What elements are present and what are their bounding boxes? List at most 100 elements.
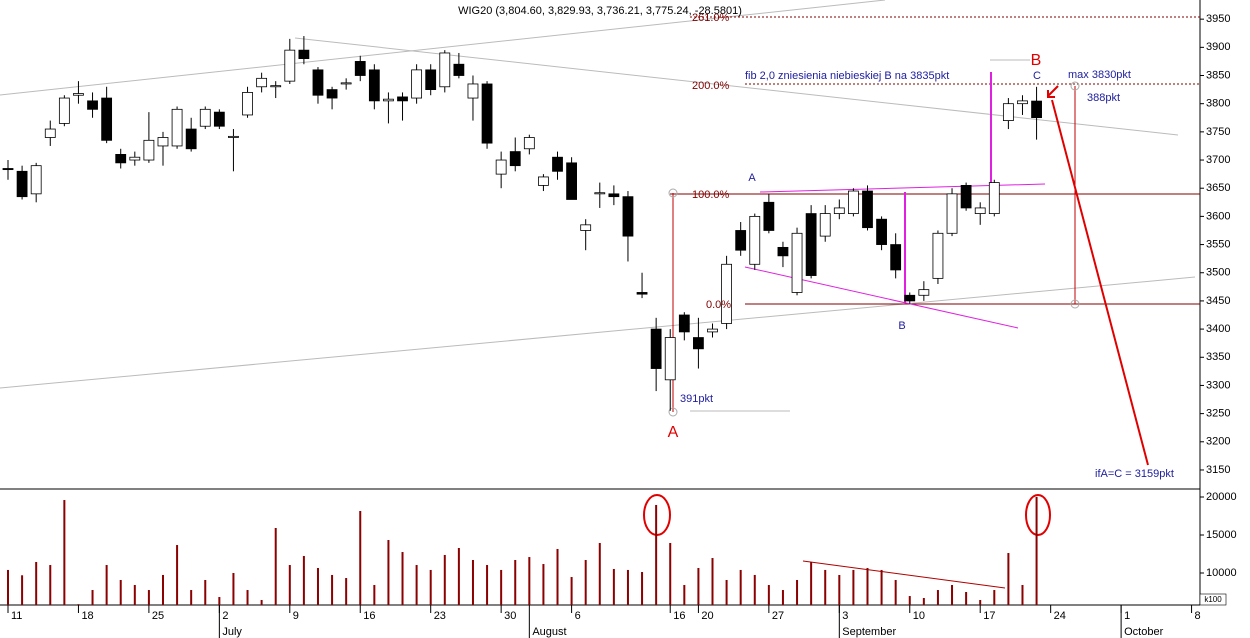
candle-body xyxy=(30,165,42,195)
candle-body xyxy=(397,96,408,102)
volume-bar xyxy=(936,590,939,605)
volume-bar xyxy=(908,596,911,605)
candle-body xyxy=(481,83,493,144)
y-tick-label: 3600 xyxy=(1206,210,1230,222)
candle-body xyxy=(1031,100,1042,119)
candle-body xyxy=(805,213,817,276)
candle-body xyxy=(608,193,620,198)
y-tick-label: 3950 xyxy=(1206,13,1230,25)
candle-body xyxy=(58,97,70,124)
annotation-lines xyxy=(0,0,1200,589)
volume-bar xyxy=(204,579,207,605)
y-tick-label: 3800 xyxy=(1206,98,1230,110)
candle-body xyxy=(749,215,761,265)
volume-bar xyxy=(232,573,235,605)
volume-bar xyxy=(683,585,686,605)
candle-body xyxy=(157,137,169,147)
candle-body xyxy=(777,246,789,257)
candle-body xyxy=(87,100,98,110)
arrow xyxy=(1047,85,1059,97)
volume-bar xyxy=(105,565,108,605)
annotation: B xyxy=(898,320,905,332)
annotation: fib 2,0 zniesienia niebieskiej B na 3835… xyxy=(745,70,949,82)
candle-body xyxy=(735,230,747,251)
handle xyxy=(1070,299,1080,309)
candle-body xyxy=(876,218,887,245)
volume-bar xyxy=(570,577,573,605)
volume-bar xyxy=(429,569,432,605)
candle-body xyxy=(256,77,268,88)
candle-body xyxy=(228,135,239,138)
x-tick-label: 30 xyxy=(504,610,516,622)
candle-body xyxy=(1017,100,1028,105)
volume-bar xyxy=(401,552,404,605)
volume-bar xyxy=(852,569,855,605)
chart-title: WIG20 (3,804.60, 3,829.93, 3,736.21, 3,7… xyxy=(458,5,742,17)
candle-body xyxy=(199,108,211,127)
volume-bar xyxy=(49,565,52,605)
candle-body xyxy=(439,52,451,88)
candle-body xyxy=(411,69,423,99)
volume-bar xyxy=(316,567,319,605)
x-tick-label: 16 xyxy=(363,610,375,622)
candle-body xyxy=(523,137,535,150)
volume-bar xyxy=(739,569,742,605)
y-tick-label: 3550 xyxy=(1206,238,1230,250)
x-tick-label: 10 xyxy=(913,610,925,622)
candle-body xyxy=(763,201,775,231)
volume-bar xyxy=(288,565,291,605)
x-tick-label: 20 xyxy=(701,610,713,622)
candle-body xyxy=(904,294,916,302)
candle-body xyxy=(918,289,930,296)
annotation: ifA=C = 3159pkt xyxy=(1095,468,1174,480)
candle-body xyxy=(284,49,296,82)
volume-bar xyxy=(626,569,629,605)
volume-bar xyxy=(260,599,263,605)
volume-bar xyxy=(161,574,164,605)
volume-bar xyxy=(880,569,883,605)
candle-body xyxy=(566,162,577,200)
candle-body xyxy=(791,232,803,293)
unit-label: k100 xyxy=(1204,595,1222,604)
x-tick-label: 1 xyxy=(1124,610,1130,622)
volume-bar xyxy=(387,540,390,605)
volume-bar xyxy=(246,590,249,605)
candle-body xyxy=(721,263,732,324)
candle-body xyxy=(354,61,366,76)
volume-bar xyxy=(147,590,150,605)
volume-bar xyxy=(598,542,601,605)
volume-bar xyxy=(542,564,545,605)
y-tick-label: 3150 xyxy=(1206,464,1230,476)
volume-bar xyxy=(669,542,672,605)
month-label: September xyxy=(842,626,896,638)
volume-bar xyxy=(345,578,348,605)
volume-bar xyxy=(1021,585,1024,605)
candle-body xyxy=(580,224,592,231)
x-tick-label: 2 xyxy=(222,610,228,622)
handle xyxy=(668,407,678,417)
x-tick-label: 27 xyxy=(772,610,784,622)
channel-line xyxy=(744,266,1019,329)
candle-body xyxy=(467,83,479,99)
volume-bar xyxy=(584,560,587,605)
candle-body xyxy=(73,93,84,96)
candle-body xyxy=(819,213,831,237)
candle-body xyxy=(650,328,662,369)
candle-body xyxy=(594,192,606,195)
candle-body xyxy=(974,207,986,214)
volume-bar xyxy=(486,565,489,605)
volume-bar xyxy=(725,579,728,605)
volume-bar xyxy=(753,574,756,605)
candle-body xyxy=(242,92,253,116)
candle-body xyxy=(988,182,1000,214)
volume-bar xyxy=(176,545,179,605)
x-tick-label: 25 xyxy=(152,610,164,622)
volume-bar xyxy=(1035,496,1038,605)
candle-body xyxy=(453,63,465,76)
volume-bar xyxy=(218,597,221,605)
annotation: C xyxy=(1033,70,1041,82)
annotation: max 3830pkt xyxy=(1068,69,1131,81)
y-tick-label: 3200 xyxy=(1206,436,1230,448)
volume-bar xyxy=(951,585,954,605)
y-tick-label: 3850 xyxy=(1206,69,1230,81)
